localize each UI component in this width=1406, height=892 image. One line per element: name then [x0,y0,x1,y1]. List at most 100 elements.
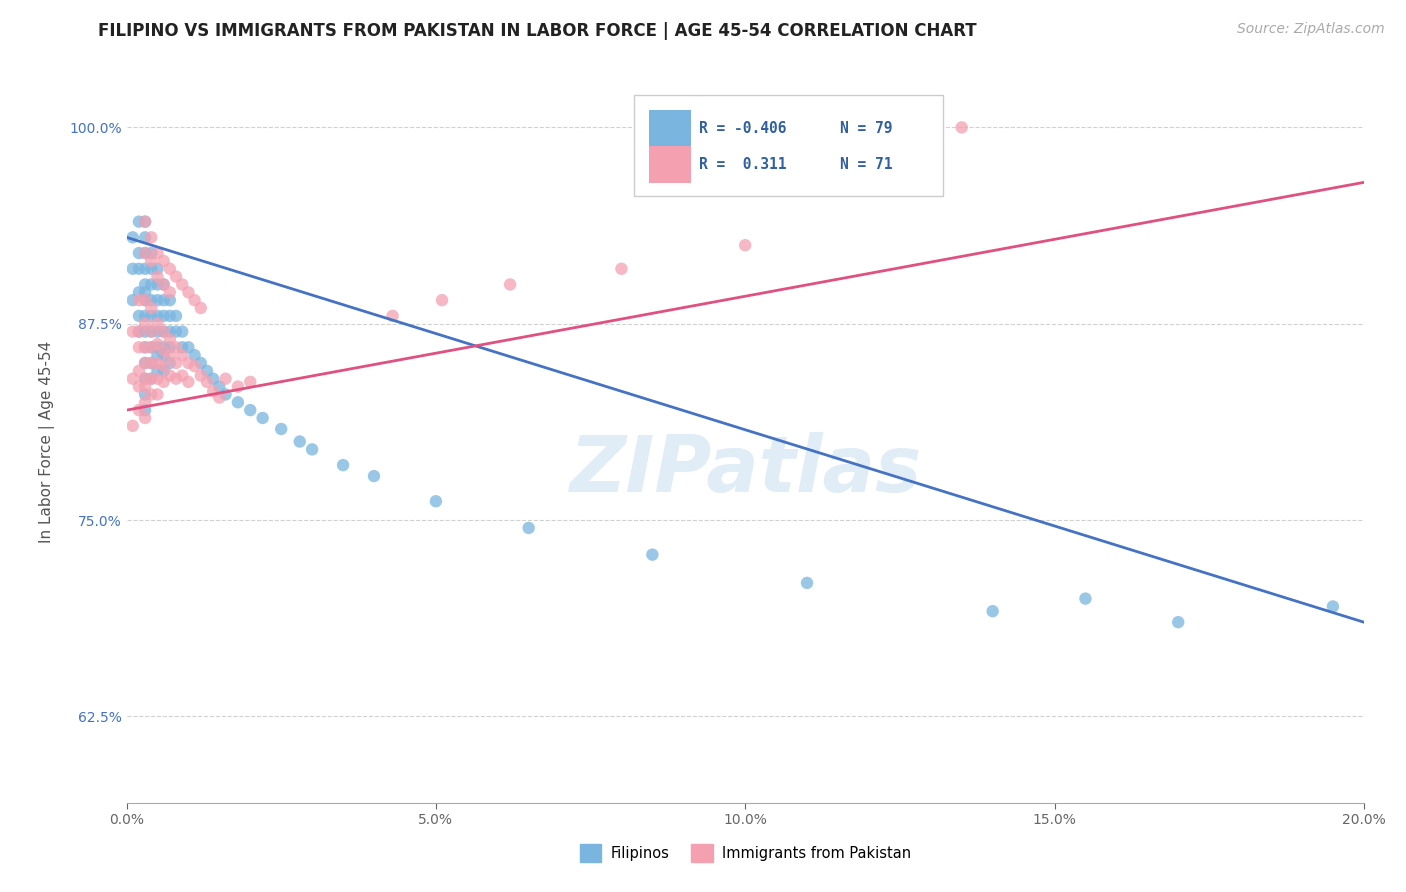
Point [134,214,156,228]
Y-axis label: In Labor Force | Age 45-54: In Labor Force | Age 45-54 [39,341,55,542]
Point [128,293,150,308]
Point [172,277,194,292]
Point [152,277,174,292]
Point [134,372,156,386]
Point [165,340,187,354]
Point [134,325,156,339]
Point [159,333,181,347]
Point [226,379,249,393]
Point [165,269,187,284]
Point [134,379,156,393]
Point [141,325,163,339]
Point [950,120,973,135]
Point [141,261,163,276]
Text: Source: ZipAtlas.com: Source: ZipAtlas.com [1237,22,1385,37]
Point [134,317,156,331]
Point [128,285,150,300]
Point [141,246,163,260]
Point [288,434,311,449]
Point [141,356,163,370]
Point [159,309,181,323]
Point [146,348,169,362]
Point [134,372,156,386]
Point [134,387,156,401]
Point [734,238,756,252]
Point [159,285,181,300]
Point [177,285,200,300]
Point [152,277,174,292]
Point [152,325,174,339]
Point [146,340,169,354]
Point [128,325,150,339]
Point [141,340,163,354]
Point [134,403,156,417]
Point [141,293,163,308]
Point [134,230,156,244]
Point [134,356,156,370]
Point [981,604,1004,618]
Point [177,340,200,354]
Point [159,356,181,370]
Point [141,301,163,315]
Point [165,325,187,339]
Point [152,343,174,358]
Point [226,395,249,409]
Point [239,403,262,417]
Point [177,356,200,370]
Point [134,285,156,300]
Point [152,293,174,308]
Point [172,340,194,354]
Point [128,246,150,260]
Point [1322,599,1344,614]
Point [134,340,156,354]
Point [128,325,150,339]
Text: R = -0.406: R = -0.406 [699,121,787,136]
Point [499,277,522,292]
Point [152,359,174,373]
Point [134,293,156,308]
Point [159,340,181,354]
Point [128,364,150,378]
Point [146,337,169,351]
Point [134,411,156,425]
Point [381,309,404,323]
Point [146,277,169,292]
Point [146,293,169,308]
Point [425,494,447,508]
Point [128,403,150,417]
FancyBboxPatch shape [634,95,943,196]
Point [128,214,150,228]
Point [152,364,174,378]
Point [146,364,169,378]
Point [134,246,156,260]
Point [159,293,181,308]
Point [152,309,174,323]
Text: R =  0.311: R = 0.311 [699,157,787,172]
Point [301,442,323,457]
Point [183,359,205,373]
Point [165,372,187,386]
Point [146,309,169,323]
Point [134,246,156,260]
Point [146,261,169,276]
Point [146,246,169,260]
Point [159,368,181,383]
Point [1074,591,1097,606]
Point [363,469,385,483]
Point [252,411,274,425]
Point [202,372,225,386]
Point [121,372,143,386]
Point [159,261,181,276]
Point [128,340,150,354]
Point [430,293,453,308]
Point [214,387,236,401]
Point [141,277,163,292]
Point [641,548,664,562]
Point [183,348,205,362]
FancyBboxPatch shape [648,111,690,147]
Point [165,309,187,323]
Point [121,418,143,433]
Point [121,230,143,244]
Point [134,309,156,323]
Point [195,364,218,378]
